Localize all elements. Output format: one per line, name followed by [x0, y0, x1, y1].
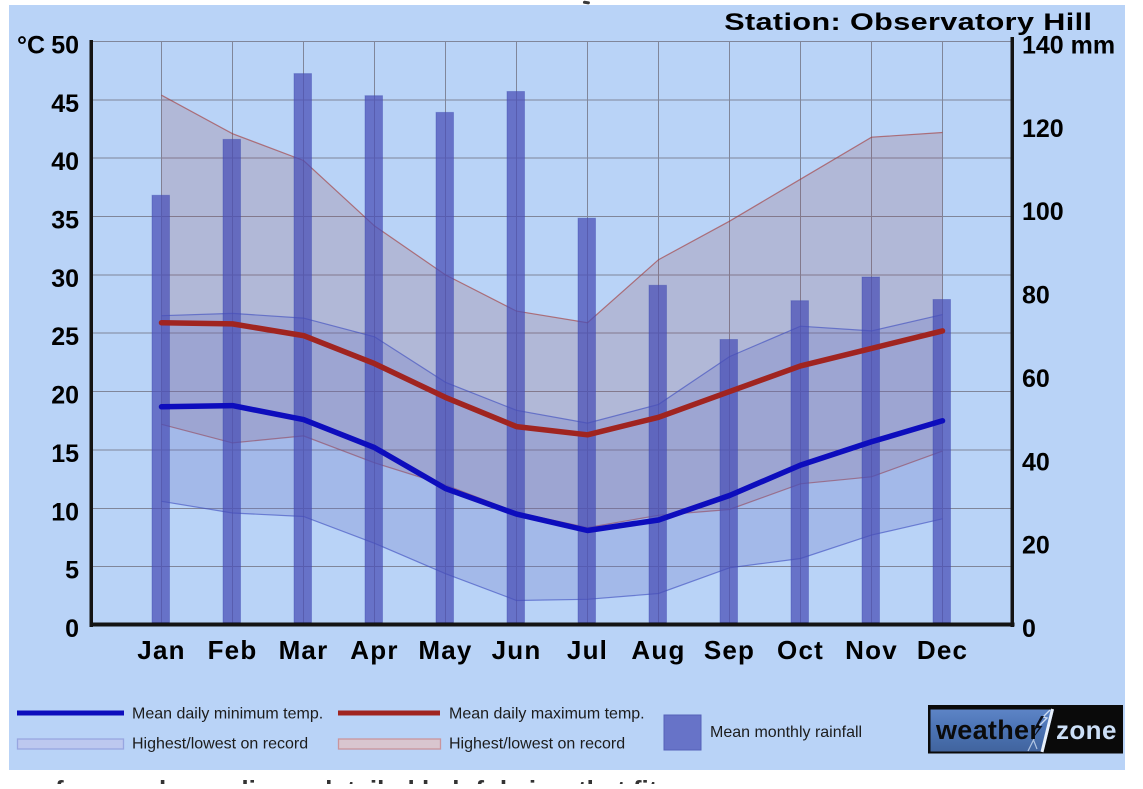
svg-text:60: 60	[1022, 365, 1050, 393]
svg-text:Mar: Mar	[279, 635, 329, 665]
svg-text:weather: weather	[935, 715, 1040, 745]
svg-text:Mean monthly rainfall: Mean monthly rainfall	[710, 724, 862, 741]
svg-text:Mean daily maximum temp.: Mean daily maximum temp.	[449, 706, 645, 723]
svg-text:Sep: Sep	[704, 635, 755, 665]
svg-text:°C: °C	[17, 32, 45, 60]
svg-text:140 mm: 140 mm	[1022, 32, 1115, 60]
svg-text:Mean daily minimum temp.: Mean daily minimum temp.	[132, 706, 323, 723]
svg-text:Dec: Dec	[917, 635, 968, 665]
svg-text:15: 15	[51, 440, 79, 468]
svg-text:30: 30	[51, 265, 79, 293]
svg-text:40: 40	[51, 148, 79, 176]
svg-text:Feb: Feb	[208, 635, 258, 665]
svg-text:10: 10	[51, 498, 79, 526]
svg-text:Station: Observatory Hill: Station: Observatory Hill	[724, 8, 1092, 35]
svg-text:Highest/lowest on record: Highest/lowest on record	[132, 736, 308, 753]
svg-text:40: 40	[1022, 448, 1050, 476]
svg-text:80: 80	[1022, 282, 1050, 310]
svg-text:20: 20	[51, 382, 79, 410]
svg-text:zone: zone	[1056, 715, 1117, 745]
svg-text:Aug: Aug	[631, 635, 685, 665]
svg-text:May: May	[418, 635, 472, 665]
svg-text:120: 120	[1022, 115, 1064, 143]
svg-text:45: 45	[51, 90, 79, 118]
svg-text:Highest/lowest on record: Highest/lowest on record	[449, 736, 625, 753]
svg-text:25: 25	[51, 323, 79, 351]
svg-text:Jan: Jan	[137, 635, 185, 665]
svg-text:Jul: Jul	[567, 635, 608, 665]
svg-text:0: 0	[65, 615, 79, 643]
svg-text:35: 35	[51, 207, 79, 235]
svg-text:Jun: Jun	[492, 635, 542, 665]
svg-text:0: 0	[1022, 615, 1036, 643]
svg-text:for people needing a detailed: for people needing a detailed helpful vi…	[55, 775, 672, 784]
svg-text:100: 100	[1022, 198, 1064, 226]
svg-text:50: 50	[51, 32, 79, 60]
svg-text:Nov: Nov	[845, 635, 898, 665]
svg-text:5: 5	[65, 557, 79, 585]
svg-text:Apr: Apr	[350, 635, 398, 665]
svg-text:20: 20	[1022, 532, 1050, 560]
svg-text:Oct: Oct	[777, 635, 824, 665]
